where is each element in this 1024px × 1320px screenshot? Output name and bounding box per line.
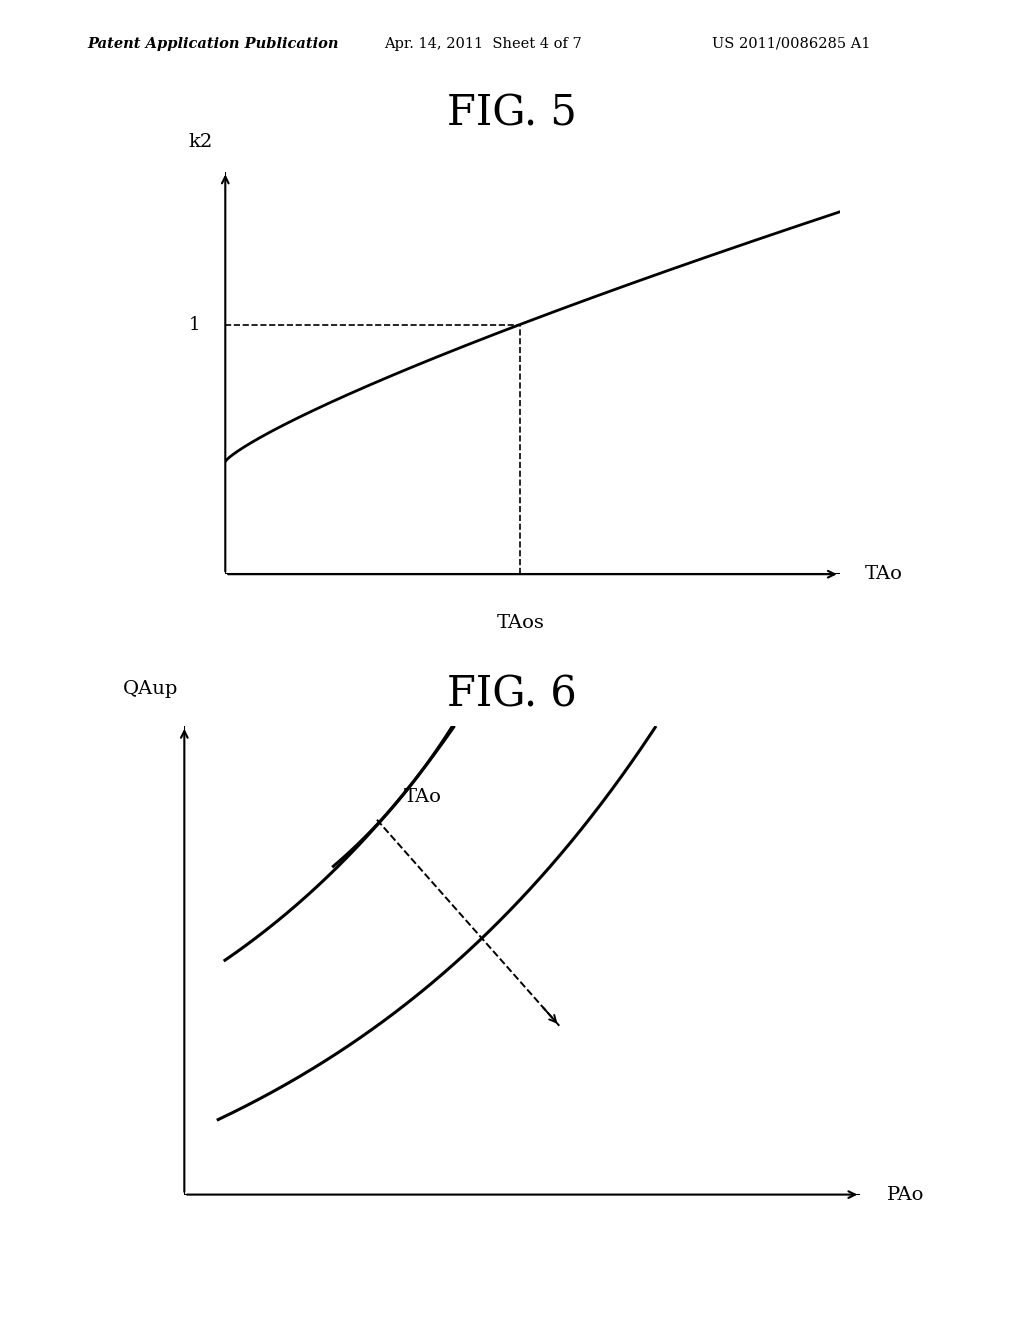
Text: FIG. 5: FIG. 5	[447, 92, 577, 135]
Text: TAo: TAo	[864, 565, 902, 583]
Text: PAo: PAo	[887, 1185, 925, 1204]
Text: Patent Application Publication: Patent Application Publication	[87, 37, 339, 51]
Text: TAos: TAos	[497, 615, 544, 632]
Text: 1: 1	[189, 315, 201, 334]
Text: FIG. 6: FIG. 6	[447, 673, 577, 715]
Text: QAup: QAup	[123, 680, 178, 698]
Text: k2: k2	[188, 133, 213, 152]
Text: Apr. 14, 2011  Sheet 4 of 7: Apr. 14, 2011 Sheet 4 of 7	[384, 37, 582, 51]
Text: TAo: TAo	[403, 788, 441, 805]
Text: US 2011/0086285 A1: US 2011/0086285 A1	[712, 37, 870, 51]
